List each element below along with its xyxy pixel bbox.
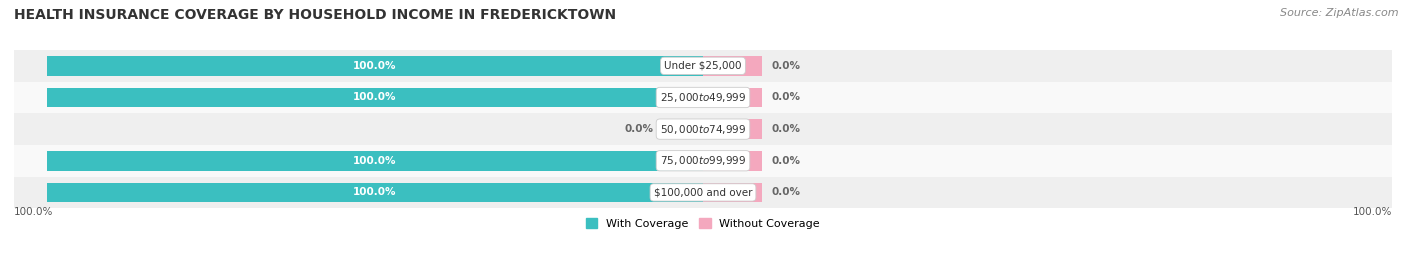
Text: 100.0%: 100.0%: [353, 61, 396, 71]
Text: 100.0%: 100.0%: [14, 207, 53, 217]
Bar: [46, 56, 703, 76]
Bar: [14, 82, 1392, 113]
Text: 0.0%: 0.0%: [772, 124, 801, 134]
Text: 0.0%: 0.0%: [772, 187, 801, 197]
Text: 0.0%: 0.0%: [772, 93, 801, 102]
Text: 100.0%: 100.0%: [353, 93, 396, 102]
Text: $75,000 to $99,999: $75,000 to $99,999: [659, 154, 747, 167]
Bar: [14, 50, 1392, 82]
Text: Under $25,000: Under $25,000: [664, 61, 742, 71]
Text: $25,000 to $49,999: $25,000 to $49,999: [659, 91, 747, 104]
Bar: [703, 119, 762, 139]
Bar: [14, 176, 1392, 208]
Bar: [703, 56, 762, 76]
Text: 100.0%: 100.0%: [353, 187, 396, 197]
Bar: [14, 145, 1392, 176]
Bar: [46, 88, 703, 107]
Bar: [664, 119, 703, 139]
Text: $100,000 and over: $100,000 and over: [654, 187, 752, 197]
Text: Source: ZipAtlas.com: Source: ZipAtlas.com: [1281, 8, 1399, 18]
Text: $50,000 to $74,999: $50,000 to $74,999: [659, 123, 747, 136]
Bar: [14, 113, 1392, 145]
Text: 0.0%: 0.0%: [772, 61, 801, 71]
Text: 0.0%: 0.0%: [772, 156, 801, 166]
Bar: [46, 151, 703, 171]
Text: 100.0%: 100.0%: [1353, 207, 1392, 217]
Text: 100.0%: 100.0%: [353, 156, 396, 166]
Bar: [703, 151, 762, 171]
Text: 0.0%: 0.0%: [624, 124, 654, 134]
Bar: [46, 183, 703, 202]
Bar: [703, 183, 762, 202]
Text: HEALTH INSURANCE COVERAGE BY HOUSEHOLD INCOME IN FREDERICKTOWN: HEALTH INSURANCE COVERAGE BY HOUSEHOLD I…: [14, 8, 616, 22]
Bar: [703, 88, 762, 107]
Legend: With Coverage, Without Coverage: With Coverage, Without Coverage: [582, 214, 824, 233]
